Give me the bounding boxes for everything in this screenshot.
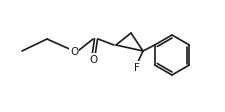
Text: O: O bbox=[70, 47, 78, 56]
Text: F: F bbox=[134, 62, 140, 72]
Text: O: O bbox=[89, 55, 97, 64]
